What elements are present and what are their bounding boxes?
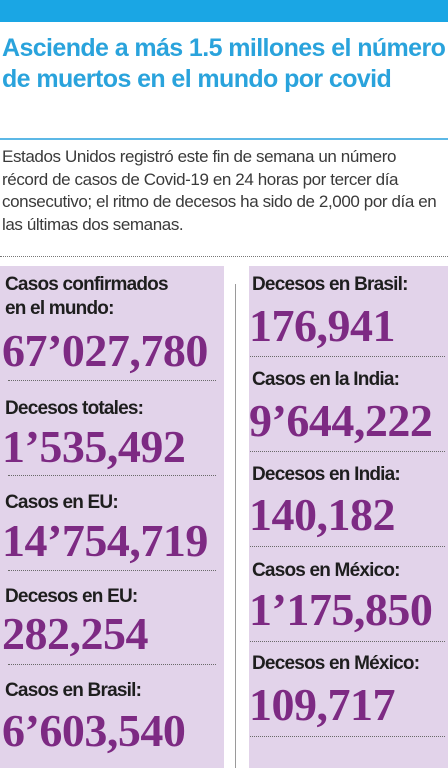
stat-value: 14’754,719 [2,515,208,566]
top-color-bar [0,0,448,22]
right-stats-panel: Decesos en Brasil: 176,941 Casos en la I… [249,266,448,768]
stat-label: Casos en México: [252,560,401,581]
left-stats-panel: Casos confirmados en el mundo: 67’027,78… [0,266,224,768]
headline-rule [0,138,448,140]
stat-label: Decesos en EU: [5,586,138,607]
deck-divider [0,256,448,257]
stat-label: Decesos en México: [252,653,420,674]
stat-label: Casos en la India: [252,369,400,390]
stat-divider [250,641,445,642]
stat-divider [8,380,216,381]
stat-value: 109,717 [249,679,396,730]
column-divider [235,284,236,768]
stat-divider [250,546,445,547]
stat-label: Casos en EU: [5,492,119,513]
stat-label: Decesos en Brasil: [252,274,408,295]
stat-label: Casos en Brasil: [5,680,142,701]
stat-divider [250,736,445,737]
stat-value: 6’603,540 [2,705,186,756]
stat-label: Decesos totales: [5,398,144,419]
stat-divider [8,570,216,571]
stat-value: 176,941 [249,300,396,351]
stat-divider [250,356,445,357]
stat-divider [250,451,445,452]
stat-value: 9’644,222 [249,395,433,446]
stat-value: 282,254 [2,608,149,659]
stat-divider [8,664,216,665]
stat-label: Decesos en India: [252,464,401,485]
deck-text: Estados Unidos registró este fin de sema… [2,147,437,234]
stat-label: Casos confirmados [5,274,169,295]
stat-value: 140,182 [249,489,396,540]
headline: Asciende a más 1.5 millones el número de… [2,34,446,93]
stat-value: 1’535,492 [2,421,186,472]
stat-value: 67’027,780 [2,325,208,376]
stat-value: 1’175,850 [249,584,433,635]
stat-divider [8,475,216,476]
stat-label-line2: en el mundo: [5,298,114,319]
